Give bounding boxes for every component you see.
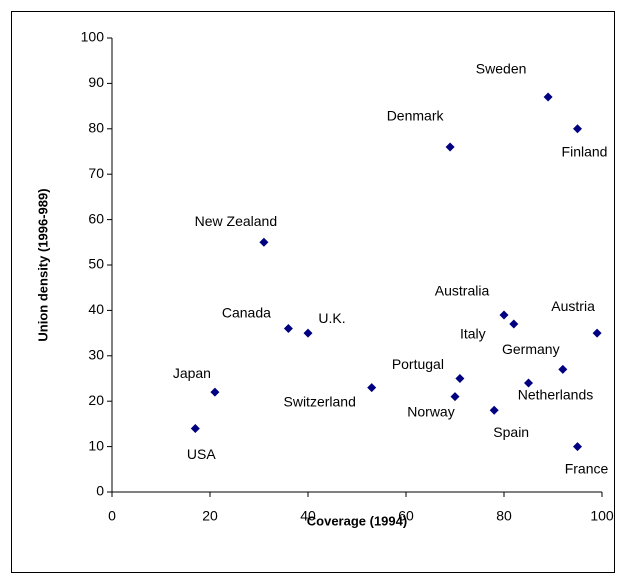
x-axis-title: Coverage (1994): [307, 513, 407, 528]
y-tick-label: 50: [88, 256, 104, 272]
x-tick-label: 60: [398, 508, 414, 524]
point-label: Norway: [407, 403, 454, 419]
point: [592, 328, 602, 338]
y-tick-label: 20: [88, 392, 104, 408]
point: [558, 364, 568, 374]
point: [190, 423, 200, 433]
point-label: USA: [187, 446, 216, 462]
y-tick-label: 40: [88, 301, 104, 317]
point: [489, 405, 499, 415]
point: [445, 142, 455, 152]
point: [303, 328, 313, 338]
point: [367, 383, 377, 393]
point: [259, 237, 269, 247]
point-label: Sweden: [476, 61, 527, 77]
y-tick-label: 80: [88, 120, 104, 136]
point-label: Italy: [460, 326, 486, 342]
point: [573, 124, 582, 134]
point: [499, 310, 509, 320]
point-label: Japan: [173, 365, 211, 381]
y-tick-label: 10: [88, 437, 104, 453]
y-tick-label: 70: [88, 165, 104, 181]
y-tick-label: 30: [88, 347, 104, 363]
point-label: Germany: [502, 341, 560, 357]
y-tick-label: 90: [88, 74, 104, 90]
y-axis-title: Union density (1996-989): [35, 188, 50, 341]
y-tick-label: 0: [96, 483, 104, 499]
point: [573, 442, 582, 452]
point: [450, 392, 460, 402]
point-label: Finland: [562, 144, 608, 160]
x-tick-label: 100: [590, 508, 614, 524]
point-label: New Zealand: [195, 213, 278, 229]
point: [509, 319, 519, 329]
y-tick-label: 100: [81, 29, 105, 45]
point-label: France: [565, 460, 609, 476]
point-label: Denmark: [387, 108, 445, 124]
x-tick-label: 0: [108, 508, 116, 524]
point: [543, 92, 553, 102]
x-tick-label: 80: [496, 508, 512, 524]
x-tick-label: 20: [202, 508, 218, 524]
point-label: Spain: [493, 424, 529, 440]
point-label: Australia: [435, 283, 490, 299]
y-tick-label: 60: [88, 210, 104, 226]
point: [524, 378, 533, 388]
point-label: Switzerland: [284, 393, 356, 409]
point: [210, 387, 220, 397]
point-label: Netherlands: [518, 387, 594, 403]
point-label: Portugal: [392, 356, 444, 372]
point-label: Canada: [222, 304, 271, 320]
point-label: Austria: [551, 298, 595, 314]
point: [283, 324, 293, 334]
x-tick-label: 40: [300, 508, 316, 524]
point: [455, 374, 465, 383]
point-label: U.K.: [318, 310, 345, 326]
